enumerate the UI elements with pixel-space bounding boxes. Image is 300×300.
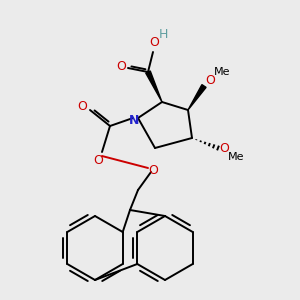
Text: O: O bbox=[116, 59, 126, 73]
Text: Me: Me bbox=[214, 67, 230, 77]
Text: N: N bbox=[129, 113, 139, 127]
Text: O: O bbox=[149, 37, 159, 50]
Text: O: O bbox=[148, 164, 158, 176]
Text: O: O bbox=[205, 74, 215, 86]
Text: O: O bbox=[219, 142, 229, 155]
Text: H: H bbox=[158, 28, 168, 40]
Polygon shape bbox=[146, 71, 162, 102]
Text: Me: Me bbox=[228, 152, 244, 162]
Text: O: O bbox=[77, 100, 87, 113]
Polygon shape bbox=[188, 85, 206, 110]
Text: O: O bbox=[93, 154, 103, 166]
